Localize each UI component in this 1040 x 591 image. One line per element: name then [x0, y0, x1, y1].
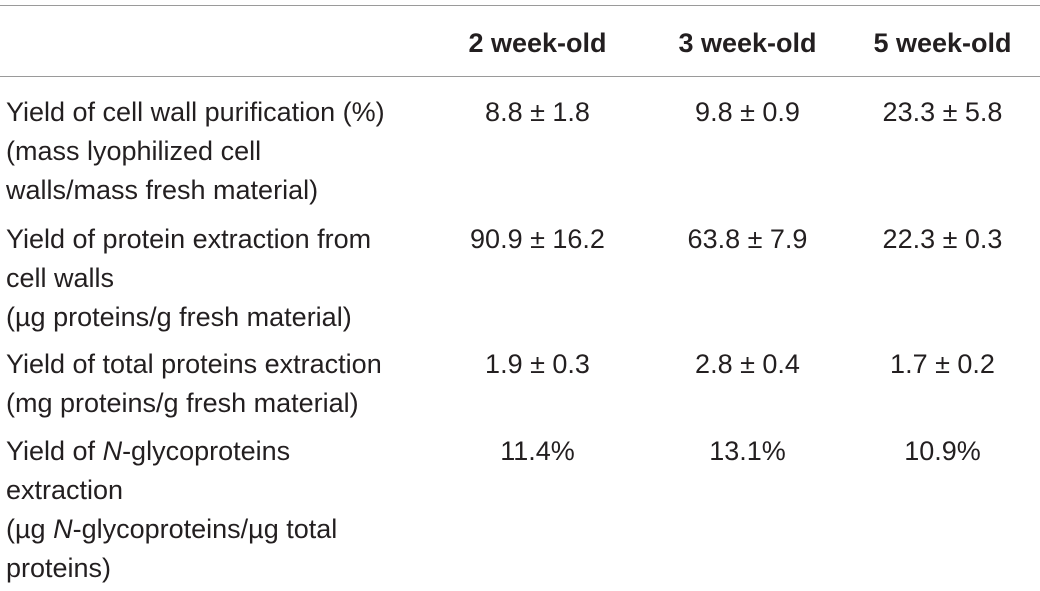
table-top-rule	[0, 5, 1040, 6]
cell-r3-c2: 2.8 ± 0.4	[695, 349, 800, 379]
cell-r2-c3: 22.3 ± 0.3	[882, 224, 1003, 254]
row-label-total-proteins: Yield of total proteins extraction (mg p…	[6, 349, 382, 418]
cell-r3-c3: 1.7 ± 0.2	[890, 349, 995, 379]
cell-r4-c1: 11.4%	[500, 436, 575, 466]
header-3-week-old: 3 week-old	[678, 28, 817, 58]
cell-r1-c3: 23.3 ± 5.8	[882, 97, 1003, 127]
cell-r1-c2: 9.8 ± 0.9	[695, 97, 800, 127]
cell-r4-c3: 10.9%	[904, 436, 981, 466]
cell-r3-c1: 1.9 ± 0.3	[485, 349, 590, 379]
cell-r2-c2: 63.8 ± 7.9	[687, 224, 808, 254]
cell-r1-c1: 8.8 ± 1.8	[485, 97, 590, 127]
cell-r2-c1: 90.9 ± 16.2	[470, 224, 605, 254]
header-2-week-old: 2 week-old	[468, 28, 607, 58]
cell-r4-c2: 13.1%	[709, 436, 786, 466]
header-5-week-old: 5 week-old	[873, 28, 1012, 58]
row-label-cell-wall-purification: Yield of cell wall purification (%) (mas…	[6, 97, 385, 205]
header-rule	[0, 76, 1040, 77]
row-label-n-glycoproteins: Yield of N-glycoproteins extraction (µg …	[6, 436, 338, 583]
row-label-protein-extraction: Yield of protein extraction from cell wa…	[6, 224, 372, 332]
